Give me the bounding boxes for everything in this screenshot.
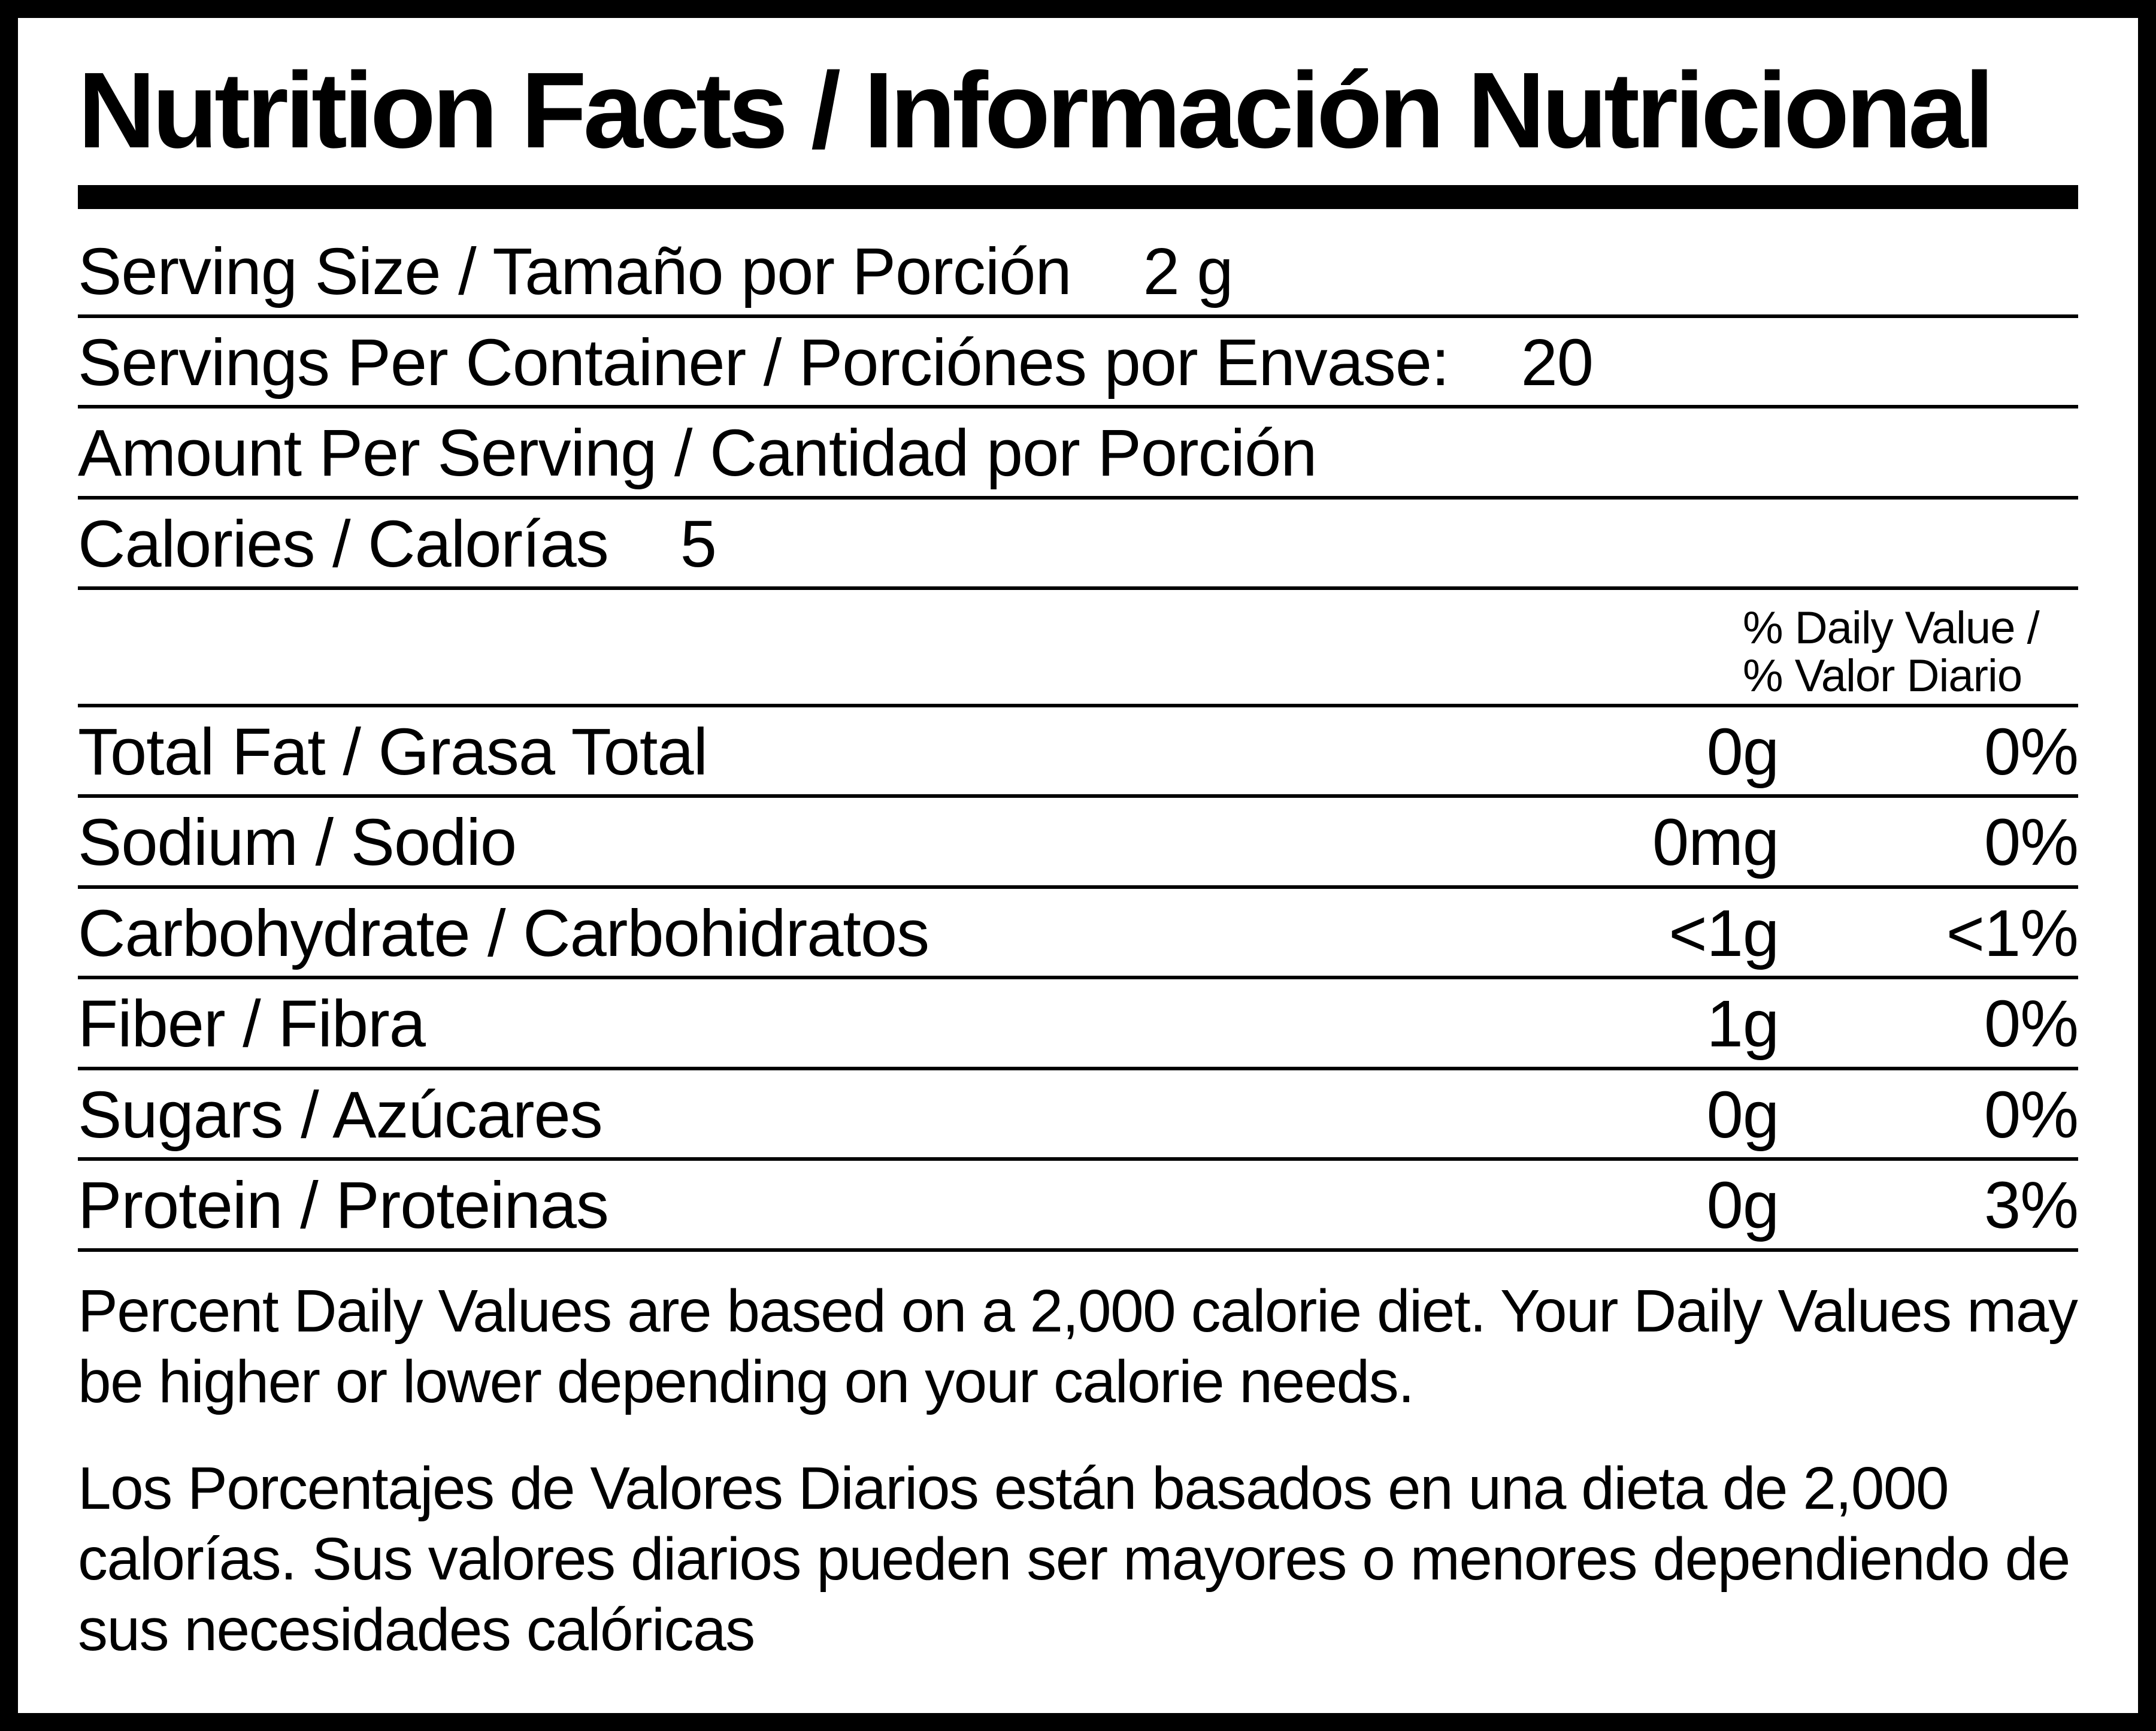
- servings-per-container-value: 20: [1449, 322, 2078, 404]
- nutrient-amount: 0g: [1515, 711, 1803, 794]
- dv-header-line1: % Daily Value /: [1743, 603, 2039, 653]
- nutrient-row: Sugars / Azúcares 0g0%: [78, 1070, 2078, 1161]
- nutrient-label: Sugars / Azúcares: [78, 1074, 602, 1157]
- nutrient-amount: 0g: [1515, 1164, 1803, 1247]
- nutrient-label: Total Fat / Grasa Total: [78, 711, 707, 794]
- calories-row: Calories / Calorías 5: [78, 500, 2078, 591]
- dv-header-line2: % Valor Diario: [1743, 650, 2022, 701]
- nutrient-row: Sodium / Sodio 0mg0%: [78, 798, 2078, 889]
- nutrient-amount: 1g: [1515, 983, 1803, 1066]
- nutrient-amount: <1g: [1515, 892, 1803, 975]
- daily-value-header-text: % Daily Value / % Valor Diario: [1743, 604, 2078, 700]
- nutrient-daily-value: 0%: [1803, 983, 2078, 1066]
- nutrient-daily-value: 0%: [1803, 711, 2078, 794]
- nutrient-daily-value: 3%: [1803, 1164, 2078, 1247]
- calories-label: Calories / Calorías: [78, 503, 608, 586]
- nutrient-daily-value: 0%: [1803, 801, 2078, 884]
- title-divider-bar: [78, 185, 2078, 209]
- nutrient-label: Sodium / Sodio: [78, 801, 516, 884]
- nutrient-row: Fiber / Fibra 1g0%: [78, 979, 2078, 1070]
- nutrient-daily-value: <1%: [1803, 892, 2078, 975]
- nutrient-daily-value: 0%: [1803, 1074, 2078, 1157]
- nutrient-label: Protein / Proteinas: [78, 1164, 608, 1247]
- daily-value-header-row: % Daily Value / % Valor Diario: [78, 590, 2078, 707]
- serving-size-row: Serving Size / Tamaño por Porción 2 g: [78, 227, 2078, 318]
- amount-per-serving-label: Amount Per Serving / Cantidad por Porció…: [78, 412, 1316, 495]
- footer-note-es: Los Porcentajes de Valores Diarios están…: [78, 1453, 2078, 1665]
- footer-notes: Percent Daily Values are based on a 2,00…: [78, 1252, 2078, 1665]
- serving-size-label: Serving Size / Tamaño por Porción: [78, 231, 1071, 313]
- panel-title: Nutrition Facts / Información Nutriciona…: [78, 54, 2078, 167]
- nutrient-amount: 0g: [1515, 1074, 1803, 1157]
- calories-value: 5: [608, 503, 2078, 586]
- serving-size-value: 2 g: [1071, 231, 2078, 313]
- nutrient-row: Protein / Proteinas 0g3%: [78, 1161, 2078, 1252]
- nutrient-rows: Total Fat / Grasa Total0g0%Sodium / Sodi…: [78, 707, 2078, 1252]
- servings-per-container-row: Servings Per Container / Porciónes por E…: [78, 318, 2078, 409]
- nutrient-amount: 0mg: [1515, 801, 1803, 884]
- nutrient-label: Fiber / Fibra: [78, 983, 425, 1066]
- footer-note-en: Percent Daily Values are based on a 2,00…: [78, 1276, 2078, 1417]
- nutrient-row: Total Fat / Grasa Total 0g0%: [78, 707, 2078, 798]
- nutrient-row: Carbohydrate / Carbohidratos <1g<1%: [78, 889, 2078, 980]
- amount-per-serving-row: Amount Per Serving / Cantidad por Porció…: [78, 408, 2078, 500]
- servings-per-container-label: Servings Per Container / Porciónes por E…: [78, 322, 1449, 404]
- nutrition-facts-panel: Nutrition Facts / Información Nutriciona…: [0, 0, 2156, 1731]
- nutrient-label: Carbohydrate / Carbohidratos: [78, 892, 929, 975]
